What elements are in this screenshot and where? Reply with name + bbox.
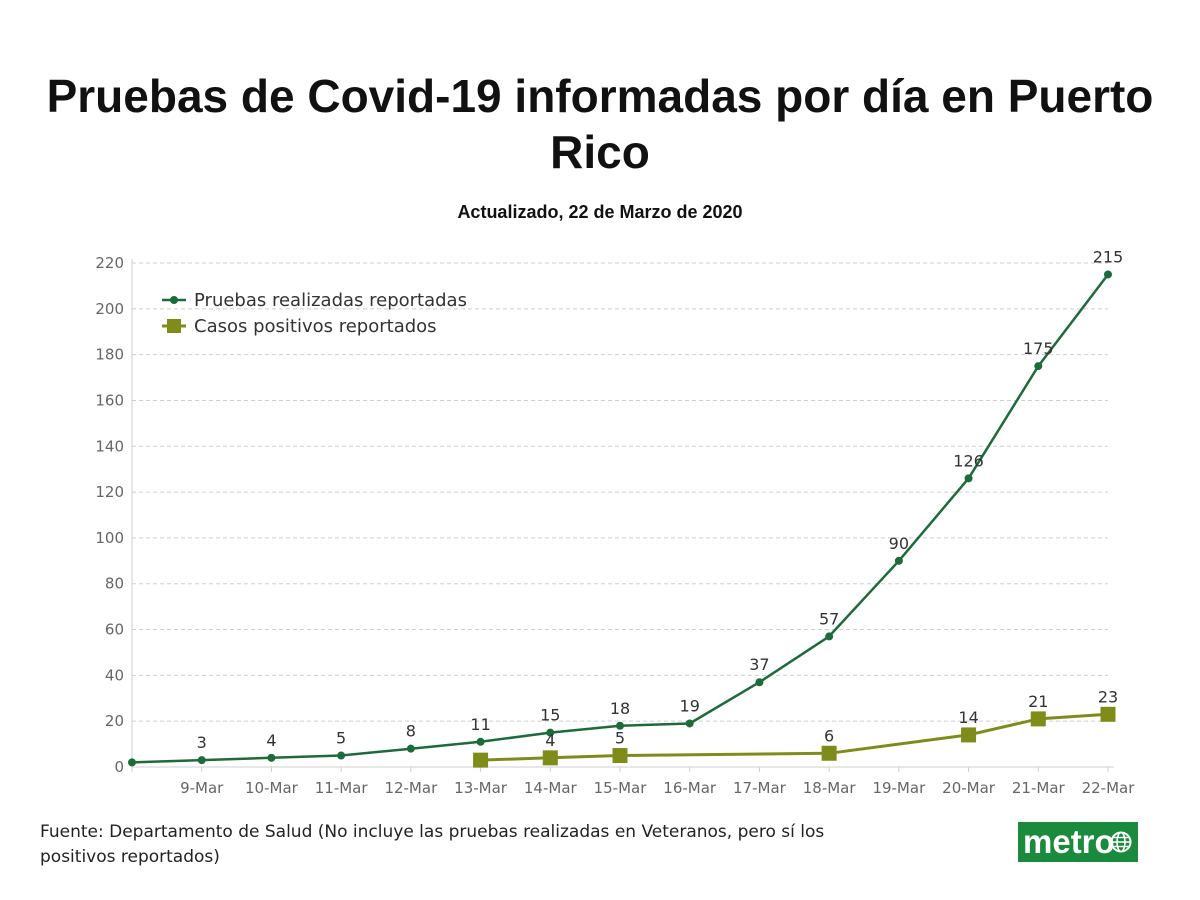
y-tick-label-0: 0 [114, 758, 124, 776]
data-label-positives-22-Mar: 23 [1098, 687, 1118, 706]
data-labels: 3 4 5 8 11 15 18 19 37 57 90 126 175 215 4 5 6 14 21 23 [197, 247, 1124, 752]
series [128, 270, 1116, 768]
x-tick-label-6: 14-Mar [524, 779, 578, 797]
point-positives-15-Mar [612, 748, 628, 764]
y-tick-label-120: 120 [95, 483, 124, 501]
y-tick-label-200: 200 [95, 300, 124, 318]
data-label-positives-18-Mar: 6 [824, 726, 834, 745]
y-tick-label-40: 40 [105, 666, 124, 684]
x-tick-label-2: 10-Mar [245, 779, 299, 797]
data-label-tests-17-Mar: 37 [749, 655, 769, 674]
x-tick-label-10: 18-Mar [803, 779, 857, 797]
point-tests-15-Mar [616, 721, 624, 730]
data-label-positives-14-Mar: 4 [545, 731, 555, 750]
point-tests-14-Mar [546, 728, 555, 737]
point-tests-12-Mar [406, 744, 415, 753]
axes: 0 20 40 60 80 100 120 140 160 180 200 220 9-Mar 10-Ma… [95, 254, 1135, 797]
point-positives-13-Mar [473, 752, 489, 768]
data-label-tests-13-Mar: 11 [470, 715, 490, 734]
x-tick-label-11: 19-Mar [872, 779, 926, 797]
y-tick-label-80: 80 [105, 575, 124, 593]
series-line-0 [131, 273, 1109, 764]
legend-label-positives[interactable]: Casos positivos reportados [194, 316, 437, 337]
data-label-tests-9-Mar: 3 [197, 733, 207, 752]
point-tests-9-Mar [197, 756, 206, 765]
x-tick-label-12: 20-Mar [942, 779, 996, 797]
data-label-tests-15-Mar: 18 [610, 699, 630, 718]
x-tick-label-4: 12-Mar [384, 779, 438, 797]
globe-icon [1110, 831, 1132, 853]
metro-logo[interactable]: metro [1018, 822, 1138, 862]
y-tick-label-160: 160 [95, 391, 124, 409]
point-tests-10-Mar [267, 753, 276, 762]
data-label-positives-15-Mar: 5 [615, 729, 625, 748]
y-tick-label-180: 180 [95, 346, 124, 364]
y-tick-label-140: 140 [95, 437, 124, 455]
data-label-tests-19-Mar: 90 [889, 534, 909, 553]
data-label-tests-22-Mar: 215 [1093, 247, 1124, 266]
point-tests-18-Mar [825, 632, 834, 641]
data-label-positives-21-Mar: 21 [1028, 692, 1048, 711]
point-positives-22-Mar [1100, 706, 1116, 722]
legend: Pruebas realizadas reportadas Casos posi… [162, 290, 467, 337]
logo-text: metro [1023, 823, 1115, 860]
point-tests-22-Mar [1104, 270, 1112, 279]
grid-lines [132, 262, 1108, 722]
point-tests-16-Mar [685, 719, 694, 728]
x-tick-label-1: 9-Mar [180, 779, 224, 797]
data-label-tests-21-Mar: 175 [1023, 339, 1054, 358]
point-tests-11-Mar [337, 751, 346, 760]
x-tick-label-9: 17-Mar [733, 779, 787, 797]
data-label-tests-16-Mar: 19 [680, 696, 700, 715]
legend-marker-tests [170, 296, 178, 304]
point-tests-13-Mar [476, 737, 485, 746]
point-positives-20-Mar [961, 727, 977, 743]
x-tick-label-5: 13-Mar [454, 779, 508, 797]
point-positives-21-Mar [1030, 711, 1046, 727]
y-tick-label-220: 220 [95, 254, 124, 272]
y-tick-label-20: 20 [105, 712, 124, 730]
point-tests-20-Mar [964, 474, 973, 483]
x-tick-label-13: 21-Mar [1012, 779, 1066, 797]
y-tick-label-100: 100 [95, 529, 124, 547]
point-positives-18-Mar [821, 745, 837, 761]
point-tests-8-Mar [128, 758, 136, 767]
x-tick-label-14: 22-Mar [1082, 779, 1136, 797]
point-tests-19-Mar [894, 556, 903, 565]
x-tick-label-8: 16-Mar [663, 779, 717, 797]
data-label-tests-20-Mar: 126 [953, 451, 984, 470]
data-label-tests-11-Mar: 5 [336, 729, 346, 748]
x-tick-label-3: 11-Mar [315, 779, 369, 797]
data-label-positives-20-Mar: 14 [958, 708, 978, 727]
point-positives-14-Mar [542, 750, 558, 766]
data-label-tests-14-Mar: 15 [540, 706, 560, 725]
data-label-tests-12-Mar: 8 [406, 722, 416, 741]
legend-label-tests[interactable]: Pruebas realizadas reportadas [194, 290, 467, 311]
chart-title: Pruebas de Covid-19 informadas por día e… [46, 70, 1154, 178]
chart-subtitle: Actualizado, 22 de Marzo de 2020 [457, 202, 743, 222]
y-tick-label-60: 60 [105, 621, 124, 639]
data-label-tests-10-Mar: 4 [266, 731, 276, 750]
x-tick-label-7: 15-Mar [594, 779, 648, 797]
source-note: Fuente: Departamento de Salud (No incluy… [40, 822, 825, 867]
legend-marker-positives [167, 319, 181, 333]
point-tests-21-Mar [1034, 362, 1043, 371]
data-label-tests-18-Mar: 57 [819, 609, 839, 628]
point-tests-17-Mar [755, 678, 764, 687]
